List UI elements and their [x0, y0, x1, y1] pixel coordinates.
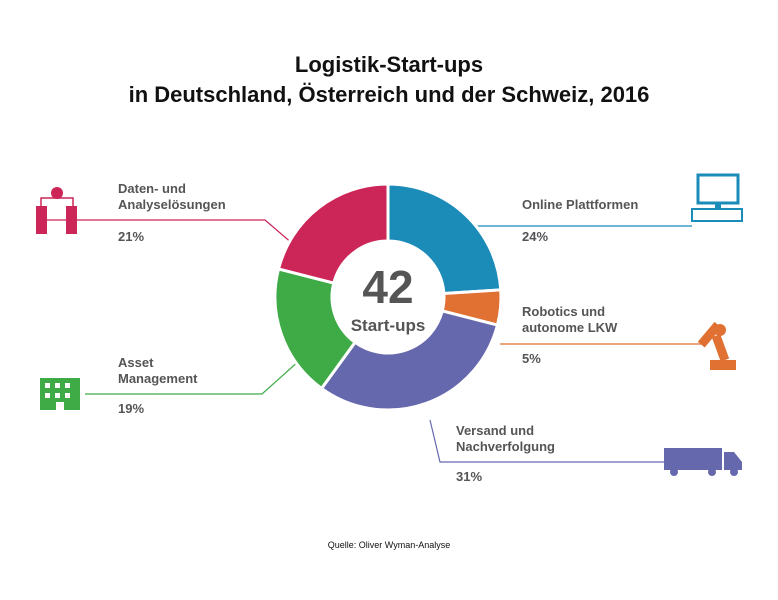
icon-truck	[664, 448, 742, 476]
donut-segment	[276, 182, 390, 285]
icon-servers	[36, 187, 77, 234]
category-label: Versand und Nachverfolgung	[456, 423, 555, 454]
donut-segment	[319, 309, 500, 412]
icon-computer	[691, 173, 743, 222]
value-label: 24%	[522, 229, 548, 244]
value-label: 31%	[456, 469, 482, 484]
value-label: 19%	[118, 401, 144, 416]
donut-segment	[273, 267, 358, 391]
value-label: 5%	[522, 351, 541, 366]
category-label: Daten- und Analyselösungen	[118, 181, 226, 212]
chart-subtitle: in Deutschland, Österreich und der Schwe…	[129, 82, 650, 107]
value-label: 21%	[118, 229, 144, 244]
donut-segment	[386, 182, 503, 296]
leader-line	[85, 359, 301, 395]
leader-line	[429, 419, 664, 463]
center-label: Start-ups	[351, 316, 426, 335]
category-label: Asset Management	[118, 355, 198, 386]
center-value: 42	[362, 261, 413, 313]
leader-lines	[40, 219, 702, 463]
icon-building	[40, 378, 80, 410]
category-label: Online Plattformen	[522, 197, 638, 212]
leader-line	[40, 219, 301, 251]
source: Quelle: Oliver Wyman-Analyse	[328, 540, 450, 550]
chart-title: Logistik-Start-ups	[295, 52, 483, 77]
category-label: Robotics und autonome LKW	[522, 304, 618, 335]
icon-robot	[697, 321, 736, 370]
